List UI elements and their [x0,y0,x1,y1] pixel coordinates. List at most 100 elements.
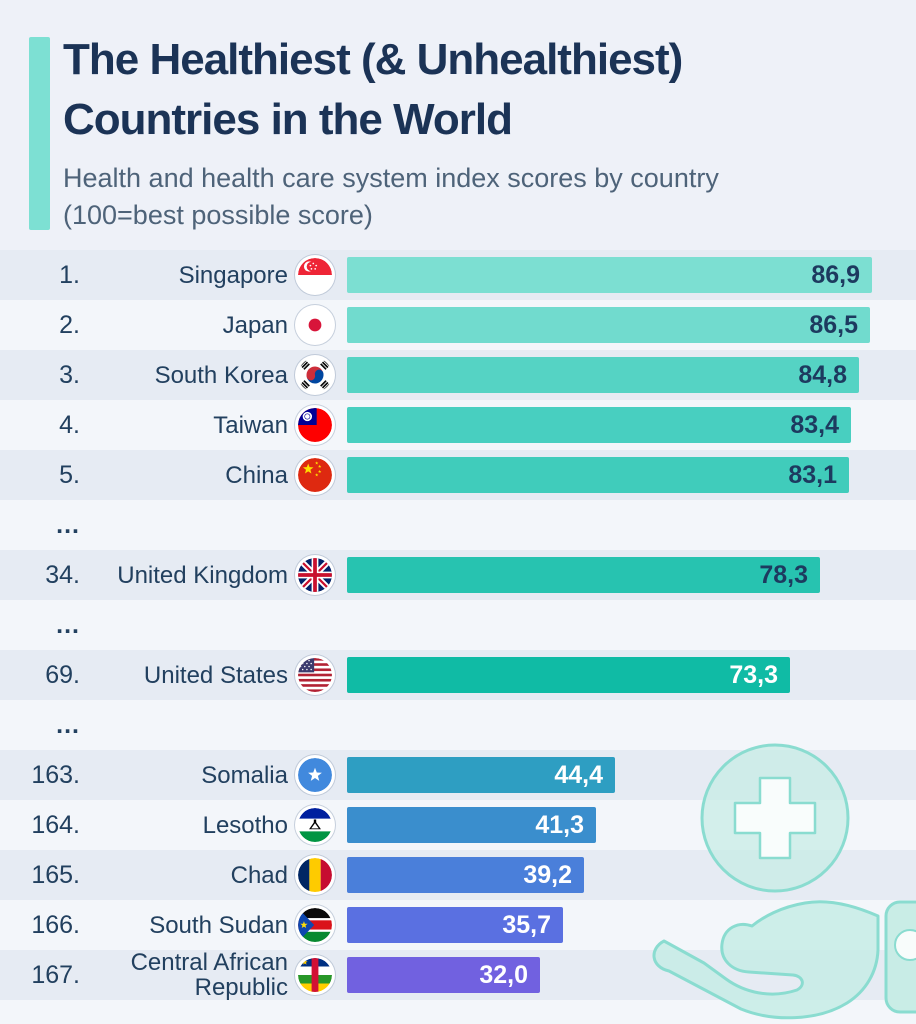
flag-lesotho-icon [298,808,332,842]
rank-label: 167. [31,960,80,989]
flag-united-kingdom-icon [298,558,332,592]
score-bar: 39,2 [347,857,584,893]
rank-label: 165. [31,860,80,889]
score-bar: 44,4 [347,757,615,793]
ellipsis-row: ... [0,700,916,750]
title-line-2: Countries in the World [63,95,513,144]
ranking-table: 1. Singapore 86,9 2. Japan 86,5 3. South Korea… [0,250,916,1000]
bar-zone: 86,9 [347,250,916,300]
omitted-rows-ellipsis: ... [56,610,80,639]
bar-zone: 32,0 [347,950,916,1000]
country-label: South Sudan [149,911,288,939]
omitted-rows-ellipsis: ... [56,710,80,739]
header: The Healthiest (& Unhealthiest) Countrie… [0,0,916,250]
page-title: The Healthiest (& Unhealthiest) Countrie… [63,30,683,150]
subtitle-line-1: Health and health care system index scor… [63,163,719,193]
score-bar: 86,5 [347,307,870,343]
score-value: 73,3 [729,660,778,689]
country-label: United States [143,661,288,689]
flag-japan-icon [298,308,332,342]
rank-label: 3. [59,360,80,389]
score-bar: 84,8 [347,357,859,393]
table-row: 2. Japan 86,5 [0,300,916,350]
bar-zone: 41,3 [347,800,916,850]
flag-somalia-icon [298,758,332,792]
country-label: China [225,461,288,489]
score-value: 83,1 [788,460,837,489]
table-row: 166. South Sudan 35,7 [0,900,916,950]
table-row: 5. China 83,1 [0,450,916,500]
country-label: Central African Republic [130,949,288,1001]
rank-label: 164. [31,810,80,839]
score-value: 86,9 [811,260,860,289]
table-row: 167. Central African Republic 32,0 [0,950,916,1000]
bar-zone: 73,3 [347,650,916,700]
score-value: 44,4 [554,760,603,789]
score-bar: 32,0 [347,957,540,993]
country-label: Singapore [178,261,288,289]
bar-zone: 78,3 [347,550,916,600]
bar-zone: 84,8 [347,350,916,400]
subtitle-line-2: (100=best possible score) [63,200,373,230]
flag-chad-icon [298,858,332,892]
score-bar: 41,3 [347,807,596,843]
bar-zone: 86,5 [347,300,916,350]
table-row: 4. Taiwan 83,4 [0,400,916,450]
flag-china-icon [298,458,332,492]
score-bar: 73,3 [347,657,790,693]
country-label: Lesotho [202,811,288,839]
flag-south-sudan-icon [298,908,332,942]
table-row: 1. Singapore 86,9 [0,250,916,300]
score-value: 84,8 [798,360,847,389]
bar-zone: 83,1 [347,450,916,500]
bar-zone: 35,7 [347,900,916,950]
ellipsis-row: ... [0,600,916,650]
score-value: 86,5 [809,310,858,339]
country-label: Chad [230,861,288,889]
rank-label: 34. [45,560,80,589]
country-label: Taiwan [213,411,288,439]
country-label: Japan [222,311,288,339]
accent-bar [29,37,50,230]
score-value: 32,0 [479,960,528,989]
table-row: 34. United Kingdom 78,3 [0,550,916,600]
table-row: 165. Chad 39,2 [0,850,916,900]
score-bar: 83,4 [347,407,851,443]
rank-label: 4. [59,410,80,439]
score-bar: 86,9 [347,257,872,293]
ellipsis-row: ... [0,500,916,550]
flag-united-states-icon [298,658,332,692]
title-line-1: The Healthiest (& Unhealthiest) [63,35,683,84]
score-value: 41,3 [535,810,584,839]
score-value: 78,3 [759,560,808,589]
table-row: 164. Lesotho 41,3 [0,800,916,850]
score-bar: 35,7 [347,907,563,943]
flag-taiwan-icon [298,408,332,442]
flag-singapore-icon [298,258,332,292]
score-bar: 83,1 [347,457,849,493]
bar-zone: 39,2 [347,850,916,900]
score-value: 39,2 [523,860,572,889]
bar-zone: 83,4 [347,400,916,450]
score-value: 83,4 [790,410,839,439]
table-row: 69. United States 73,3 [0,650,916,700]
country-label: Somalia [201,761,288,789]
omitted-rows-ellipsis: ... [56,510,80,539]
score-bar: 78,3 [347,557,820,593]
rank-label: 69. [45,660,80,689]
table-row: 3. South Korea 84,8 [0,350,916,400]
bar-zone: 44,4 [347,750,916,800]
rank-label: 2. [59,310,80,339]
rank-label: 166. [31,910,80,939]
rank-label: 163. [31,760,80,789]
country-label: United Kingdom [117,561,288,589]
flag-central-african-republic-icon [298,958,332,992]
country-label: South Korea [154,361,288,389]
rank-label: 1. [59,260,80,289]
table-row: 163. Somalia 44,4 [0,750,916,800]
flag-south-korea-icon [298,358,332,392]
rank-label: 5. [59,460,80,489]
score-value: 35,7 [502,910,551,939]
page-subtitle: Health and health care system index scor… [63,160,719,234]
